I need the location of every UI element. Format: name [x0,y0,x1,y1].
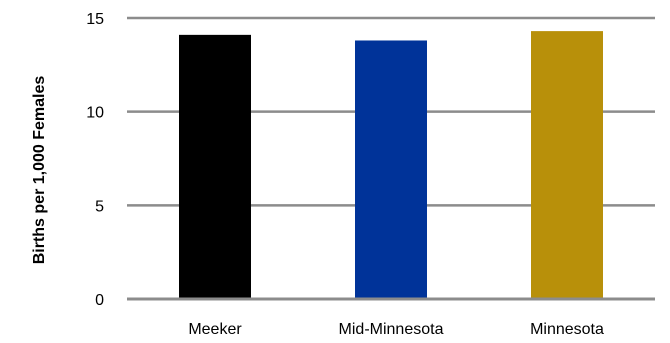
x-axis-labels: Meeker Mid-Minnesota Minnesota [188,321,604,338]
x-category-label: Meeker [188,321,242,338]
y-tick-label: 15 [86,11,104,28]
bar-mid-minnesota [355,40,427,299]
y-tick-label: 5 [95,198,104,215]
bar-meeker [179,34,251,300]
y-axis-ticks: 0 5 10 15 [86,11,104,309]
y-tick-label: 0 [95,292,104,309]
y-tick-label: 10 [86,105,104,122]
bar-minnesota [531,31,603,299]
x-category-label: Minnesota [530,321,604,338]
x-category-label: Mid-Minnesota [339,321,444,338]
bars [127,31,655,301]
y-axis-title: Births per 1,000 Females [31,76,48,265]
